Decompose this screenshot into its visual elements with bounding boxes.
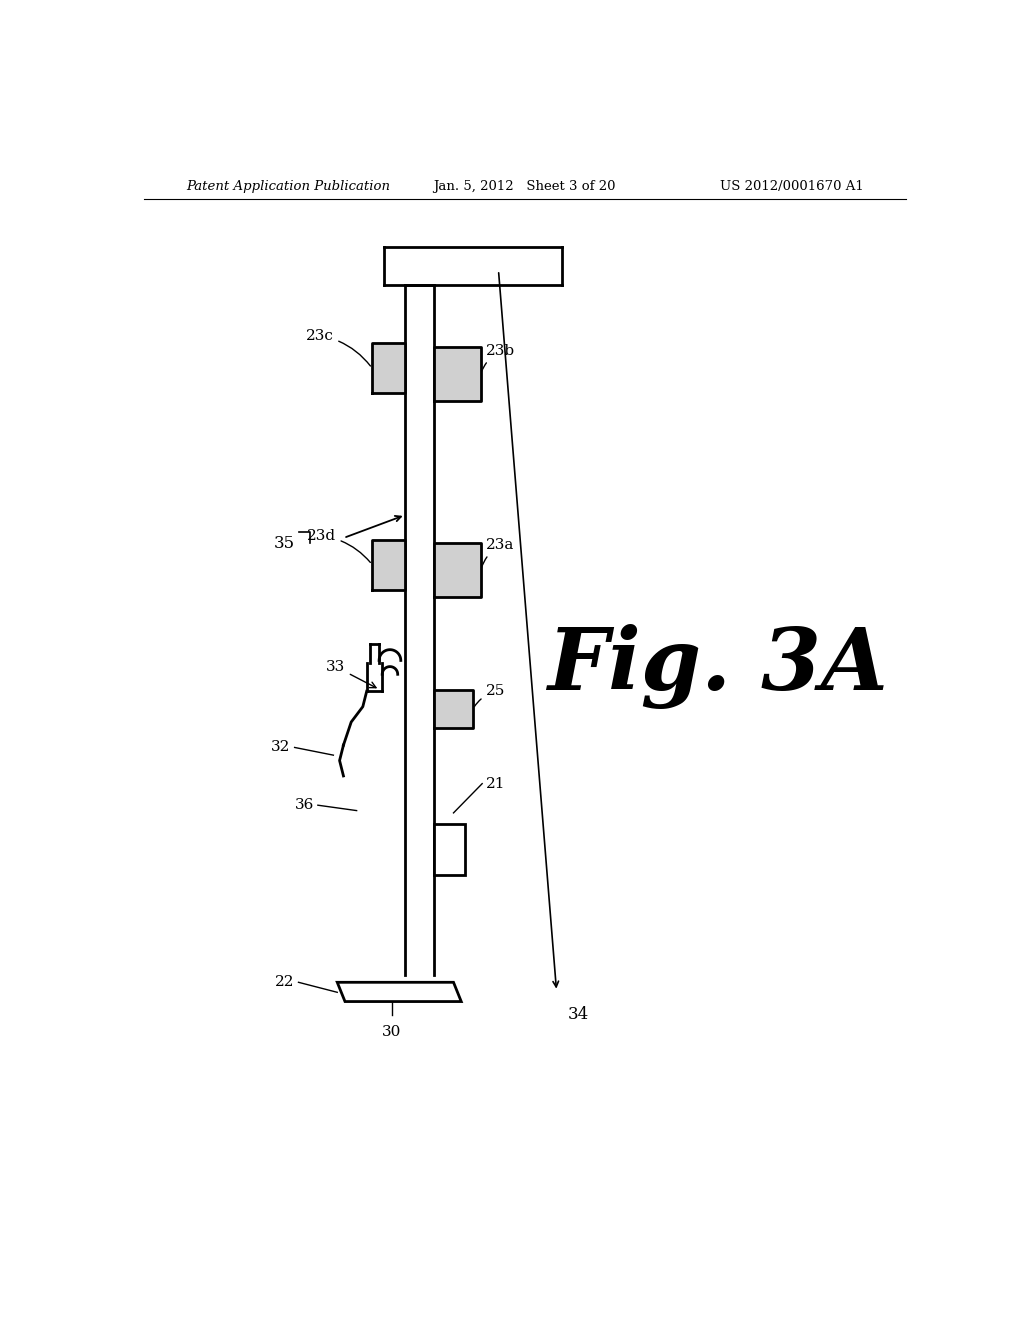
Text: 21: 21 xyxy=(486,776,506,791)
Text: 30: 30 xyxy=(382,1024,401,1039)
Polygon shape xyxy=(434,825,465,875)
Text: 32: 32 xyxy=(271,741,291,755)
Text: 23b: 23b xyxy=(481,345,515,371)
Text: 23a: 23a xyxy=(481,539,514,568)
Text: Patent Application Publication: Patent Application Publication xyxy=(186,181,390,194)
Text: US 2012/0001670 A1: US 2012/0001670 A1 xyxy=(721,181,864,194)
Text: 35: 35 xyxy=(273,535,295,552)
Text: 33: 33 xyxy=(326,660,376,688)
Text: Fig. 3A: Fig. 3A xyxy=(547,624,888,709)
Polygon shape xyxy=(337,982,461,1002)
Text: 36: 36 xyxy=(295,799,314,812)
Text: Jan. 5, 2012   Sheet 3 of 20: Jan. 5, 2012 Sheet 3 of 20 xyxy=(433,181,616,194)
Text: 22: 22 xyxy=(275,975,295,989)
Text: 34: 34 xyxy=(568,1006,590,1023)
Text: 23c: 23c xyxy=(305,329,371,366)
Text: 25: 25 xyxy=(474,684,506,706)
Text: 23d: 23d xyxy=(306,529,371,562)
